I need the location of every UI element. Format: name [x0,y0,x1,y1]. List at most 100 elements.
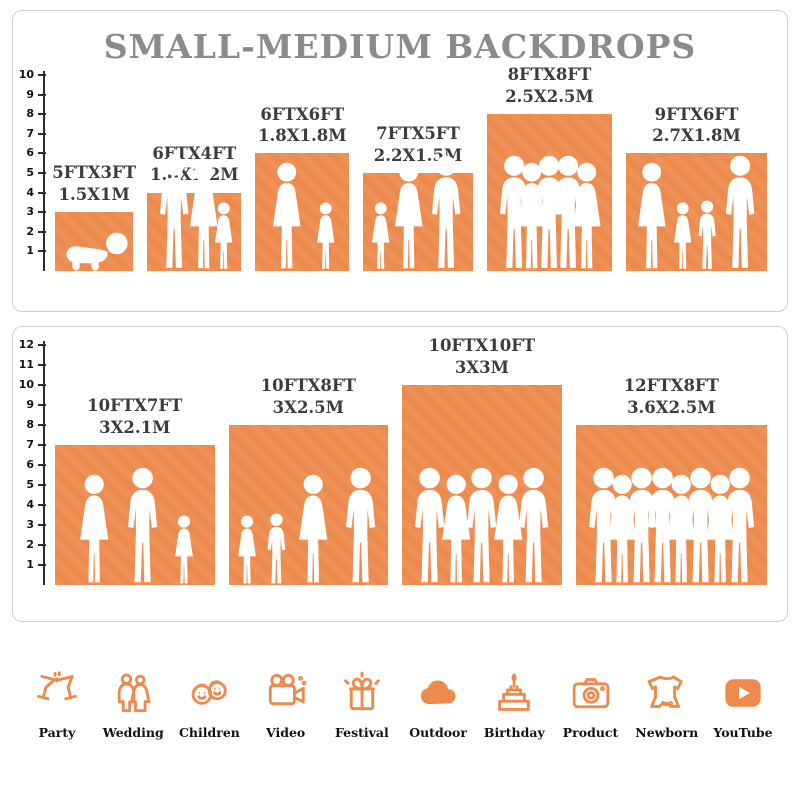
category-label: Festival [334,725,389,740]
bar-size-label: 5FTX3FT 1.5X1M [39,162,149,205]
bar-size-m: 3X2.5M [272,397,344,417]
woman-silhouette-icon [72,474,116,585]
chart-small-medium: 1 2 3 4 5 6 7 8 9 10 5FTX3FT 1.5X1M 6FTX4FT 1.8X1.2M… [19,65,773,271]
bar-size-ft: 10FTX10FT [428,336,536,356]
category-party[interactable]: Party [24,668,90,740]
bar-group: 6FTX6FT 1.8X1.8M [255,75,350,271]
category-birthday[interactable]: Birthday [481,668,547,740]
category-label: Birthday [483,725,545,740]
bar-size-label: 12FTX8FT 3.6X2.5M [560,375,783,418]
party-drinks-icon [34,668,80,716]
bar-size-label: 10FTX8FT 3X2.5M [213,375,405,418]
bars-area: 10FTX7FT 3X2.1M 10FTX8FT 3X2.5M 10FTX10FT 3X3… [45,336,773,585]
bar-size-ft: 9FTX6FT [654,104,739,124]
children-faces-icon [186,668,232,716]
backdrop-bar [255,153,350,271]
silhouette-group [147,155,241,271]
silhouette-group [255,162,349,271]
y-axis-ruler: 1 2 3 4 5 6 7 8 9 10 [19,68,46,271]
bar-size-ft: 8FTX8FT [507,65,592,85]
silhouette-group [229,467,389,585]
bar-group: 8FTX8FT 2.5X2.5M [486,65,613,271]
man-silhouette-icon [337,467,384,585]
woman-silhouette-icon [291,474,335,585]
bar-size-ft: 10FTX8FT [260,376,356,396]
category-festival[interactable]: Festival [329,668,395,740]
silhouette-group [55,230,133,271]
category-label: Video [266,725,306,740]
bar-size-ft: 12FTX8FT [623,376,719,396]
bar-size-label: 6FTX6FT 1.8X1.8M [239,104,365,147]
category-footer: Party Wedding Children [0,636,800,740]
bar-size-label: 8FTX8FT 2.5X2.5M [471,64,628,107]
man-silhouette-icon [717,155,763,271]
category-newborn[interactable]: Newborn [634,668,700,740]
video-camera-icon [263,668,309,716]
woman-silhouette-icon [265,162,309,271]
girl-silhouette-icon [210,202,237,271]
bar-size-ft: 7FTX5FT [376,124,460,144]
girl-silhouette-icon [233,515,261,585]
category-children[interactable]: Children [176,668,242,740]
bar-size-m: 3.6X2.5M [627,397,716,417]
silhouette-group [402,467,562,585]
newborn-onesie-icon [644,668,690,716]
bar-size-m: 3X3M [454,357,509,377]
category-label: Outdoor [409,725,467,740]
silhouette-group [626,155,767,271]
bar-group: 5FTX3FT 1.5X1M [52,75,136,271]
page-title: SMALL-MEDIUM BACKDROPS [103,27,697,66]
bar-size-ft: 6FTX6FT [260,104,345,124]
bar-size-m: 3X2.1M [99,417,171,437]
girl-silhouette-icon [312,202,339,271]
man-silhouette-icon [119,467,166,585]
bar-group: 7FTX5FT 2.2X1.5M [363,75,473,271]
man-silhouette-icon [423,155,469,271]
category-wedding[interactable]: Wedding [100,668,166,740]
backdrop-chart-panel-large: 1 2 3 4 5 6 7 8 9 10 11 12 10FTX7FT 3X2.1M 10FTX8FT 3X… [12,326,788,622]
bar-size-m: 2.7X1.8M [652,125,741,145]
man-silhouette-icon [510,467,557,585]
category-label: Product [562,725,619,740]
backdrop-chart-panel-small: SMALL-MEDIUM BACKDROPS 1 2 3 4 5 6 7 8 9 10 5FTX3… [12,10,788,312]
birthday-cake-icon [491,668,537,716]
bar-size-m: 2.5X2.5M [505,86,594,106]
bar-size-m: 1.8X1.8M [257,125,347,145]
bar-size-label: 10FTX10FT 3X3M [386,335,578,378]
man-silhouette-icon [716,467,763,585]
woman-silhouette-icon [565,162,609,271]
bar-group: 10FTX7FT 3X2.1M [55,345,215,585]
bar-group: 10FTX10FT 3X3M [402,336,562,585]
woman-silhouette-icon [630,162,674,271]
product-camera-icon [568,668,614,716]
bar-size-label: 10FTX7FT 3X2.1M [39,395,231,438]
silhouette-group [55,467,215,585]
silhouette-group [363,155,473,271]
bars-area: 5FTX3FT 1.5X1M 6FTX4FT 1.8X1.2M 6FTX6FT 1.8X1… [45,65,773,271]
girl-silhouette-icon [170,515,198,585]
category-label: Party [38,725,76,740]
category-label: Newborn [635,725,699,740]
chart-large: 1 2 3 4 5 6 7 8 9 10 11 12 10FTX7FT 3X2.1M 10FTX8FT 3X… [19,336,773,585]
bar-group: 6FTX4FT 1.8X1.2M [147,75,242,271]
bar-group: 10FTX8FT 3X2.5M [228,345,389,585]
bar-group: 9FTX6FT 2.7X1.8M [626,75,767,271]
wedding-couple-icon [110,668,156,716]
silhouette-group [487,155,612,271]
outdoor-cloud-icon [415,668,461,716]
category-youtube[interactable]: YouTube [710,668,776,740]
bar-size-ft: 5FTX3FT [52,163,137,183]
bar-size-m: 1.5X1M [58,184,130,204]
silhouette-group [576,467,767,585]
boy-silhouette-icon [262,513,291,585]
bar-size-ft: 10FTX7FT [87,396,183,416]
category-product[interactable]: Product [558,668,624,740]
category-label: YouTube [713,725,773,740]
baby-silhouette-icon [59,230,129,271]
bar-group: 12FTX8FT 3.6X2.5M [575,345,768,585]
category-outdoor[interactable]: Outdoor [405,668,471,740]
category-video[interactable]: Video [253,668,319,740]
category-label: Children [178,725,240,740]
bar-size-label: 9FTX6FT 2.7X1.8M [610,104,783,147]
y-axis-ruler: 1 2 3 4 5 6 7 8 9 10 11 12 [19,338,46,585]
